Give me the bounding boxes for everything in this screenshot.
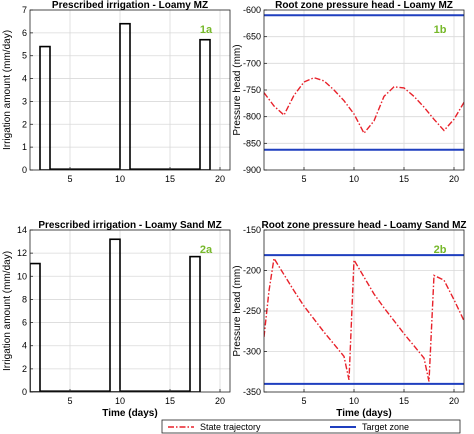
y-tick-label: -350 <box>243 387 261 397</box>
y-tick-label: -600 <box>243 5 261 15</box>
axes-frame <box>29 229 231 393</box>
y-tick-label: -650 <box>243 32 261 42</box>
bar-3 <box>199 38 211 170</box>
y-tick-label: -850 <box>243 138 261 148</box>
y-tick-label: 2 <box>22 119 27 129</box>
panel-label: 2b <box>434 244 447 256</box>
legend-label-1: State trajectory <box>200 422 261 432</box>
y-axis-label: Pressure head (mm) <box>232 44 243 135</box>
y-axis-label: Irrigation amount (mm/day) <box>2 251 13 371</box>
y-tick-label: -700 <box>243 58 261 68</box>
chart-panel-1a: 5 10 15 20 0 1 2 3 4 5 6 7 Prescribed irrigation - L… <box>2 0 231 184</box>
y-tick-label: 12 <box>17 248 27 258</box>
chart-title: Root zone pressure head - Loamy MZ <box>275 0 453 11</box>
legend-box <box>161 419 461 434</box>
legend-label-2: Target zone <box>362 422 409 432</box>
y-tick-label: 7 <box>22 5 27 15</box>
y-tick-label: -250 <box>243 306 261 316</box>
state-trajectory-line <box>264 256 464 382</box>
x-tick-label: 15 <box>165 396 175 406</box>
y-tick-label: 6 <box>22 318 27 328</box>
x-tick-label: 20 <box>449 396 459 406</box>
y-tick-label: -800 <box>243 112 261 122</box>
y-tick-label: -150 <box>243 225 261 235</box>
y-tick-label: 2 <box>22 364 27 374</box>
x-tick-label: 10 <box>115 174 125 184</box>
x-axis-label: Time (days) <box>102 408 157 419</box>
y-tick-label: 1 <box>22 142 27 152</box>
y-axis-label: Irrigation amount (mm/day) <box>2 30 13 150</box>
x-tick-label: 10 <box>115 396 125 406</box>
chart-panel-2a: 5 10 15 20 0 2 4 6 8 10 12 14 Prescribed irrigation … <box>2 220 231 419</box>
panel-label: 1a <box>200 24 213 36</box>
bar-3 <box>189 255 201 392</box>
x-tick-label: 5 <box>67 396 72 406</box>
x-tick-label: 20 <box>215 396 225 406</box>
chart-title: Prescribed irrigation - Loamy MZ <box>52 0 208 11</box>
y-axis-label: Pressure head (mm) <box>232 265 243 356</box>
x-tick-label: 20 <box>215 174 225 184</box>
x-axis-label: Time (days) <box>336 408 391 419</box>
panel-label: 1b <box>434 24 447 36</box>
chart-panel-2b: 5 10 15 20 -350 -300 -250 -200 -150 Root zone pre… <box>232 220 467 419</box>
panel-label: 2a <box>200 244 213 256</box>
y-tick-label: 14 <box>17 225 27 235</box>
state-trajectory-line <box>264 76 464 135</box>
y-tick-label: -300 <box>243 347 261 357</box>
y-tick-label: 0 <box>22 387 27 397</box>
x-tick-label: 10 <box>349 396 359 406</box>
x-tick-label: 10 <box>349 174 359 184</box>
y-tick-label: -750 <box>243 85 261 95</box>
y-tick-label: -200 <box>243 266 261 276</box>
y-tick-label: 4 <box>22 74 27 84</box>
x-tick-label: 20 <box>449 174 459 184</box>
x-tick-label: 5 <box>67 174 72 184</box>
bar-1 <box>39 45 51 170</box>
axes-frame <box>29 9 231 171</box>
y-tick-label: 6 <box>22 28 27 38</box>
chart-title: Root zone pressure head - Loamy Sand MZ <box>261 220 466 231</box>
bar-2 <box>109 238 121 392</box>
x-tick-label: 15 <box>165 174 175 184</box>
x-tick-label: 5 <box>301 396 306 406</box>
x-tick-label: 5 <box>301 174 306 184</box>
x-tick-label: 15 <box>399 174 409 184</box>
plot-data <box>264 254 464 385</box>
y-tick-label: 5 <box>22 51 27 61</box>
y-tick-label: -900 <box>243 165 261 175</box>
y-tick-label: 4 <box>22 341 27 351</box>
chart-panel-1b: 5 10 15 20 -900 -850 -800 -750 -700 -650 -600 Root … <box>232 0 465 184</box>
y-tick-label: 10 <box>17 271 27 281</box>
legend: State trajectory Target zone <box>161 419 461 434</box>
y-tick-label: 3 <box>22 96 27 106</box>
y-tick-label: 0 <box>22 165 27 175</box>
y-tick-label: 8 <box>22 294 27 304</box>
plot-data <box>264 14 464 151</box>
chart-title: Prescribed irrigation - Loamy Sand MZ <box>38 220 221 231</box>
plot-data <box>39 22 211 170</box>
bar-2 <box>119 22 131 170</box>
x-tick-label: 15 <box>399 396 409 406</box>
